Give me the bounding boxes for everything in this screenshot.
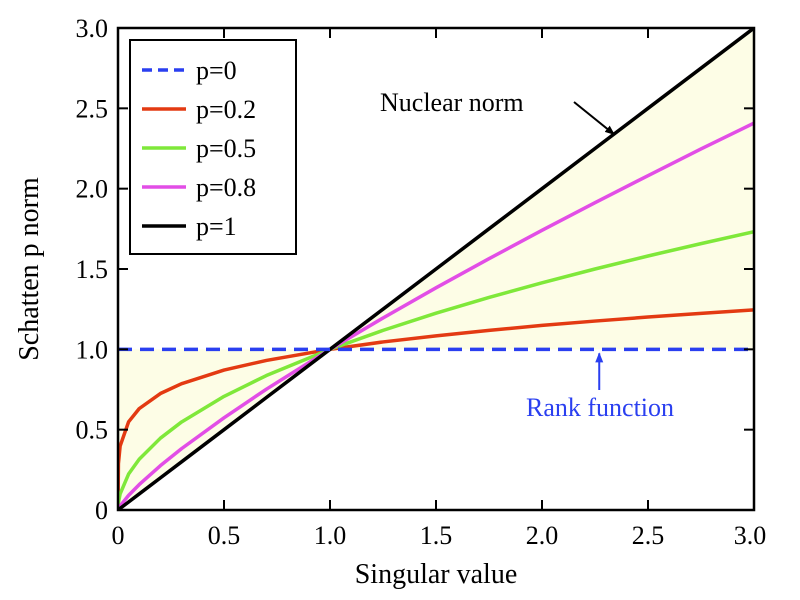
x-tick-label: 2.0: [526, 521, 559, 550]
series-line-p-1: [118, 28, 754, 510]
legend: p=0 p=0.2 p=0.5 p=0.8 p=1: [129, 39, 297, 255]
series-line-p-0-2: [118, 308, 754, 510]
legend-entry: p=0: [142, 56, 237, 85]
y-tick-label: 1.5: [76, 255, 109, 284]
legend-entry: p=0.8: [142, 173, 256, 202]
y-tick-label: 3.0: [76, 14, 109, 43]
series-line-p-0-5: [118, 229, 754, 510]
legend-entry: p=0.5: [142, 134, 256, 163]
annotations: Nuclear norm Rank function: [380, 88, 674, 422]
y-axis-label: Schatten p norm: [14, 177, 45, 361]
x-tick-label: 3.0: [734, 521, 767, 550]
arrow-nuclear-norm: [573, 101, 615, 136]
series-line-p-0-8: [118, 121, 754, 510]
x-tick-label: 0.5: [208, 521, 241, 550]
legend-label: p=0.5: [196, 134, 256, 163]
legend-entry: p=0.2: [142, 95, 256, 124]
legend-label: p=1: [196, 212, 237, 241]
x-tick-label: 1.5: [420, 521, 453, 550]
x-tick-label: 1.0: [314, 521, 347, 550]
annotation-nuclear-norm: Nuclear norm: [380, 88, 524, 117]
legend-entry: p=1: [142, 212, 237, 241]
y-tick-label: 1.0: [76, 335, 109, 364]
series-layer: [118, 28, 754, 510]
legend-label: p=0.2: [196, 95, 256, 124]
y-tick-label: 2.5: [76, 94, 109, 123]
legend-label: p=0: [196, 56, 237, 85]
y-tick-label: 0.5: [76, 416, 109, 445]
y-tick-label: 0: [95, 496, 108, 525]
y-tick-label: 2.0: [76, 175, 109, 204]
x-tick-label: 2.5: [632, 521, 665, 550]
x-tick-label: 0: [112, 521, 125, 550]
annotation-rank-function: Rank function: [526, 393, 674, 422]
legend-label: p=0.8: [196, 173, 256, 202]
x-axis-label: Singular value: [355, 559, 518, 590]
axis-ticks: 0 0.5 1.0 1.5 2.0 2.5 3.0 0 0.5 1.0 1.5 2.0 2.5 3.0: [76, 14, 767, 550]
